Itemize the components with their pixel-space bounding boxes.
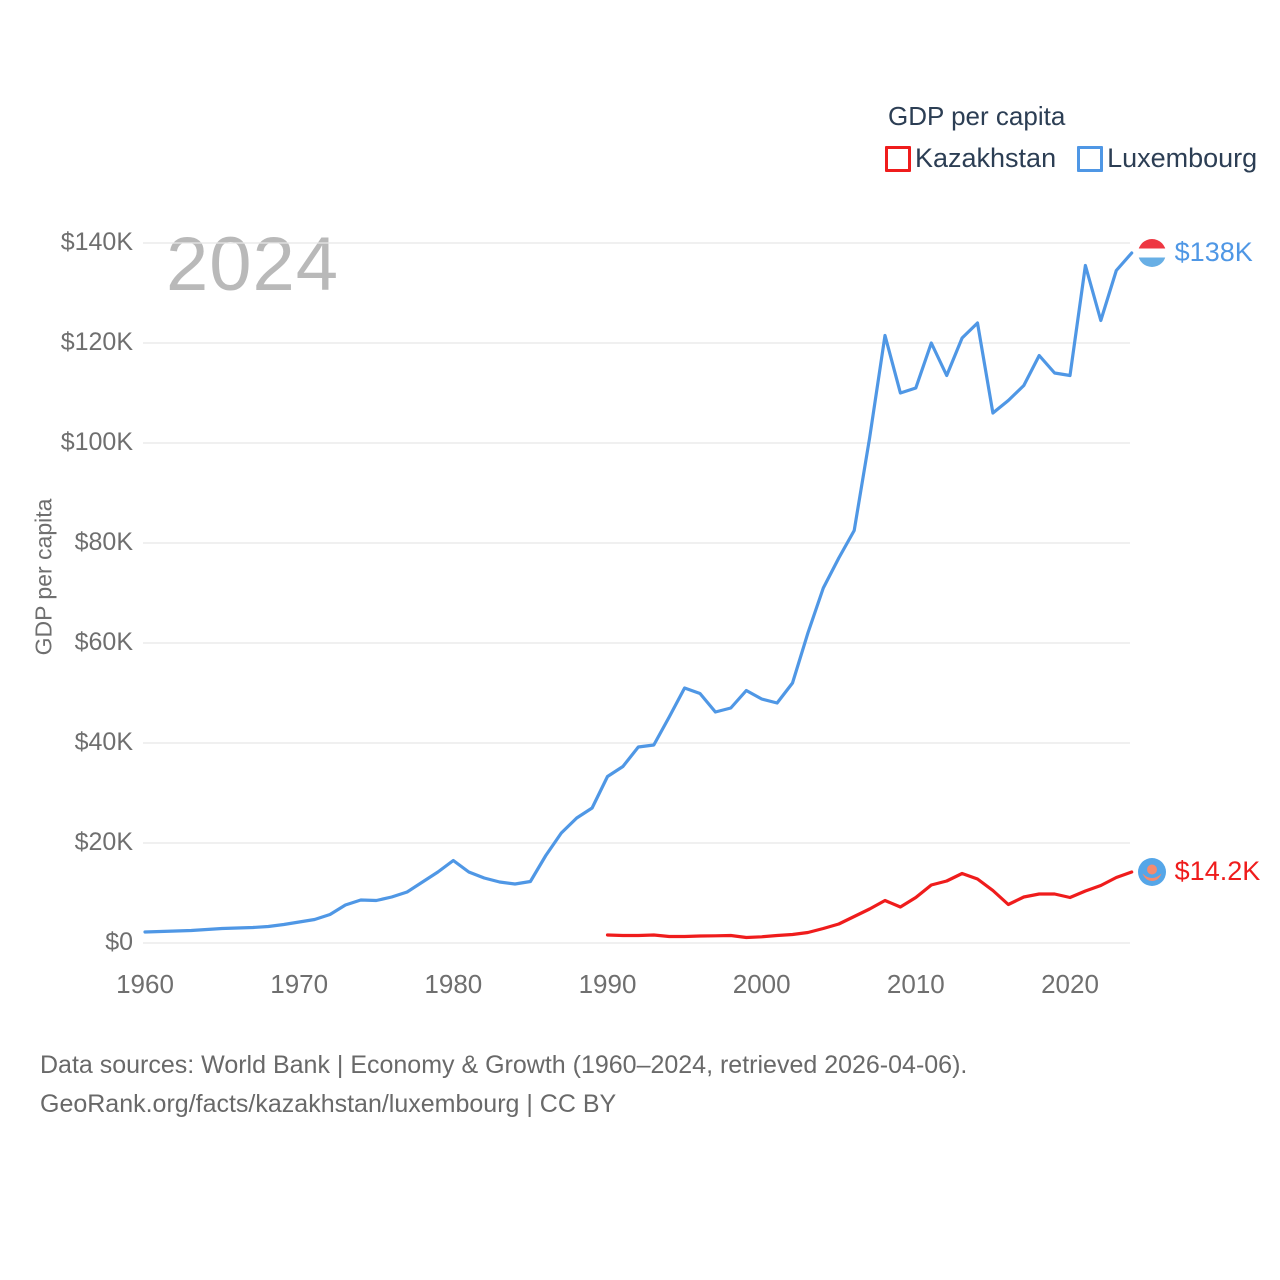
y-tick-$0: $0: [105, 928, 133, 956]
kazakhstan-flag-icon: [1137, 857, 1166, 886]
y-tick-$60K: $60K: [74, 628, 133, 656]
x-tick-2010: 2010: [886, 969, 945, 999]
x-tick-1960: 1960: [116, 969, 174, 999]
luxembourg-line: [143, 251, 1134, 934]
kazakhstan-end-value: $14.2K: [1174, 856, 1261, 886]
x-tick-2020: 2020: [1041, 969, 1099, 999]
x-tick-1980: 1980: [424, 969, 483, 999]
legend: Kazakhstan Luxembourg: [885, 143, 1257, 174]
y-tick-$20K: $20K: [74, 828, 133, 856]
legend-item-luxembourg[interactable]: Luxembourg: [1077, 143, 1257, 174]
legend-title: GDP per capita: [888, 101, 1066, 131]
luxembourg-end-label: $138K: [1137, 237, 1253, 268]
attribution-line: GeoRank.org/facts/kazakhstan/luxembourg …: [40, 1090, 617, 1118]
kazakhstan-line: [605, 870, 1134, 940]
footer: Data sources: World Bank | Economy & Gro…: [40, 1046, 967, 1124]
legend-label-kazakhstan: Kazakhstan: [915, 143, 1057, 173]
kazakhstan-emblem-icon: [1142, 864, 1162, 881]
legend-item-kazakhstan[interactable]: Kazakhstan: [885, 143, 1056, 174]
x-tick-1970: 1970: [270, 969, 329, 999]
y-tick-$140K: $140K: [60, 228, 133, 256]
luxembourg-flag-icon: [1137, 238, 1166, 267]
data-sources-line: Data sources: World Bank | Economy & Gro…: [40, 1051, 968, 1079]
x-tick-2000: 2000: [732, 969, 791, 999]
y-tick-$40K: $40K: [74, 728, 133, 756]
y-tick-$120K: $120K: [60, 328, 133, 356]
x-tick-1990: 1990: [578, 969, 637, 999]
y-tick-$100K: $100K: [60, 428, 133, 456]
legend-label-luxembourg: Luxembourg: [1107, 143, 1258, 173]
kazakhstan-end-label: $14.2K: [1137, 856, 1261, 887]
year-watermark: 2024: [166, 222, 340, 307]
kazakhstan-swatch-icon: [885, 145, 911, 172]
luxembourg-swatch-icon: [1077, 145, 1104, 172]
y-tick-$80K: $80K: [74, 528, 133, 556]
luxembourg-end-value: $138K: [1174, 237, 1253, 267]
